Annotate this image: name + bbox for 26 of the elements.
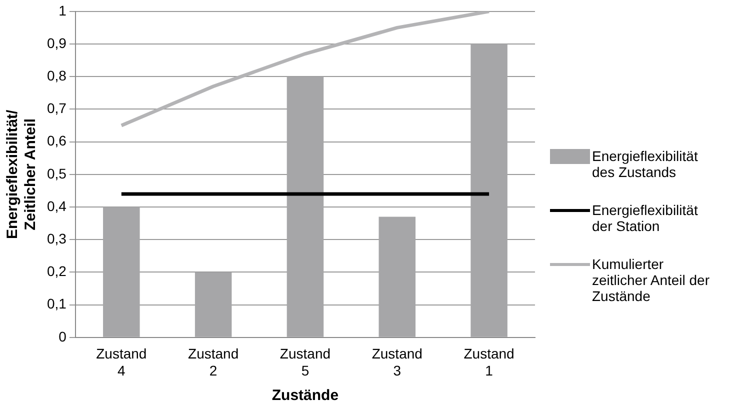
y-tick-label: 0,2 [46, 263, 67, 280]
y-tick-label: 0,3 [46, 230, 67, 246]
bar [470, 44, 508, 337]
x-tick-label: Zustand 5 [280, 346, 331, 378]
y-axis-title: Energieflexibilität/ Zeitlicher Anteil [4, 108, 40, 239]
legend-label: Energieflexibilität des Zustands [592, 148, 699, 180]
legend-label: Energieflexibilität der Station [592, 202, 699, 234]
x-tick-label: Zustand 1 [464, 346, 514, 378]
y-tick-label: 1 [58, 2, 67, 18]
y-tick-label: 0,5 [46, 165, 67, 182]
y-tick-label: 0,6 [46, 132, 67, 149]
bar [378, 216, 416, 337]
y-tick-label: 0,7 [46, 100, 67, 116]
y-tick-label: 0,1 [46, 296, 67, 312]
legend-label: Kumulierter zeitlicher Anteil der Zustände [592, 256, 711, 304]
bar [286, 76, 324, 337]
y-tick-label: 0,8 [46, 67, 67, 84]
bar [103, 207, 140, 337]
x-axis-title: Zustände [272, 387, 339, 404]
bar [194, 272, 232, 337]
x-tick-label: Zustand 3 [372, 346, 422, 378]
y-tick-label: 0,9 [46, 34, 67, 51]
x-tick-label: Zustand 4 [96, 346, 147, 378]
x-tick-label: Zustand 2 [188, 346, 239, 378]
y-tick-label: 0,4 [46, 198, 67, 214]
y-tick-label: 0 [58, 328, 67, 344]
